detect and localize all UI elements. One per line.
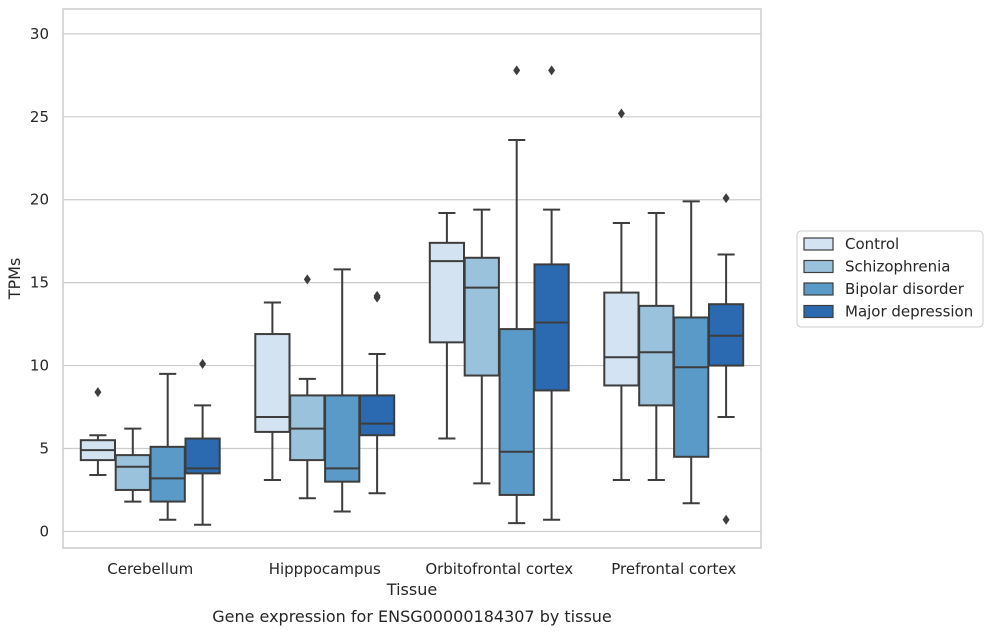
legend-label: Major depression — [845, 303, 973, 321]
box-2-3 — [533, 65, 570, 521]
box-0-1 — [114, 427, 151, 503]
outlier-point — [94, 387, 102, 398]
box-body — [463, 256, 500, 377]
box-1-1 — [289, 274, 326, 500]
outlier-point — [722, 193, 730, 204]
x-axis-label: Tissue — [386, 580, 437, 599]
legend-frame — [796, 230, 984, 328]
legend-label: Bipolar disorder — [845, 280, 965, 298]
y-tick-label: 10 — [30, 357, 49, 375]
box-body — [358, 394, 396, 437]
box-body — [254, 333, 291, 433]
outlier-point — [373, 290, 381, 301]
plot-area-frame — [62, 8, 762, 549]
legend-swatch — [803, 259, 834, 274]
legend-swatch — [803, 237, 834, 251]
legend-swatch — [803, 282, 834, 296]
box-1-2 — [324, 268, 361, 513]
box-groups — [79, 65, 745, 526]
box-body — [533, 263, 570, 392]
outlier-point — [722, 514, 730, 525]
x-tick-label: Prefrontal cortex — [611, 560, 736, 578]
box-body — [638, 304, 675, 407]
box-body — [149, 445, 186, 503]
box-3-0 — [603, 108, 640, 482]
box-body — [673, 316, 710, 458]
x-tick-label: Cerebellum — [107, 560, 193, 578]
chart-caption: Gene expression for ENSG00000184307 by t… — [212, 607, 612, 626]
box-0-0 — [79, 387, 117, 477]
x-axis-ticks: Cerebellum Hipppocampus Orbitofrontal cort… — [107, 560, 736, 578]
box-0-3 — [184, 358, 221, 526]
y-axis-ticks: 0 5 10 15 20 25 30 — [30, 25, 49, 541]
y-tick-label: 30 — [30, 25, 49, 43]
box-3-1 — [638, 211, 675, 482]
box-body — [114, 454, 151, 491]
box-body — [498, 328, 535, 496]
outlier-point — [513, 65, 521, 76]
y-tick-label: 5 — [39, 439, 49, 457]
box-1-0 — [254, 301, 291, 482]
box-2-1 — [463, 208, 500, 485]
outlier-point — [548, 65, 556, 76]
box-body — [603, 291, 640, 387]
legend-swatch — [803, 304, 834, 319]
box-1-3 — [358, 290, 396, 495]
outlier-point — [303, 274, 311, 285]
legend-label: Schizophrenia — [845, 258, 950, 276]
outlier-point — [617, 108, 625, 119]
legend: Control Schizophrenia Bipolar disorder Majo… — [796, 230, 984, 328]
y-tick-label: 25 — [30, 108, 49, 126]
y-axis-label: TPMs — [5, 258, 24, 301]
x-tick-label: Hipppocampus — [269, 560, 381, 578]
box-3-2 — [673, 200, 710, 505]
legend-label: Control — [845, 235, 899, 253]
box-2-2 — [498, 65, 535, 525]
x-tick-label: Orbitofrontal cortex — [425, 560, 573, 578]
y-tick-label: 15 — [30, 274, 49, 292]
box-3-3 — [707, 193, 745, 525]
box-body — [428, 241, 466, 344]
y-tick-label: 0 — [39, 522, 49, 540]
box-body — [324, 394, 361, 483]
outlier-point — [199, 358, 207, 369]
y-tick-label: 20 — [30, 191, 49, 209]
